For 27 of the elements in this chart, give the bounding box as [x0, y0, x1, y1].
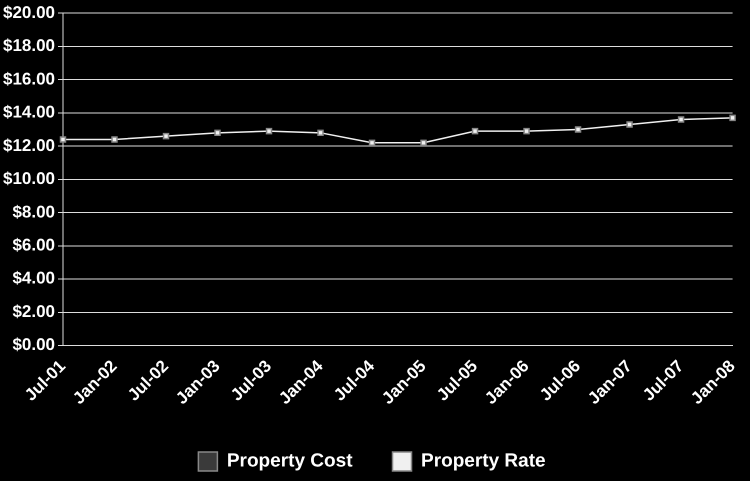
point — [111, 136, 118, 143]
point — [368, 140, 376, 146]
y-tick-label: $8.00 — [12, 202, 55, 222]
legend-label: Property Rate — [421, 450, 546, 472]
y-tick-label: $4.00 — [12, 268, 55, 288]
y-tick-label: $18.00 — [2, 36, 55, 56]
y-tick-label: $2.00 — [12, 302, 55, 321]
point — [729, 114, 736, 122]
y-tick-label: $16.00 — [2, 69, 55, 88]
point — [574, 126, 582, 133]
point — [317, 130, 324, 136]
point — [214, 130, 221, 136]
y-tick-label: $0.00 — [12, 335, 55, 354]
y-tick-label: $20.00 — [2, 2, 55, 22]
y-tick-label: $6.00 — [12, 235, 55, 254]
point — [420, 140, 427, 146]
y-tick-label: $12.00 — [2, 136, 55, 155]
y-tick-label: $10.00 — [2, 169, 55, 188]
legend-label: Property Cost — [226, 450, 354, 472]
point — [523, 128, 530, 134]
point — [266, 128, 272, 134]
point — [626, 121, 633, 128]
point — [472, 128, 478, 134]
point — [678, 116, 684, 123]
point — [60, 136, 66, 143]
point — [162, 132, 170, 140]
y-tick-label: $14.00 — [2, 102, 55, 122]
